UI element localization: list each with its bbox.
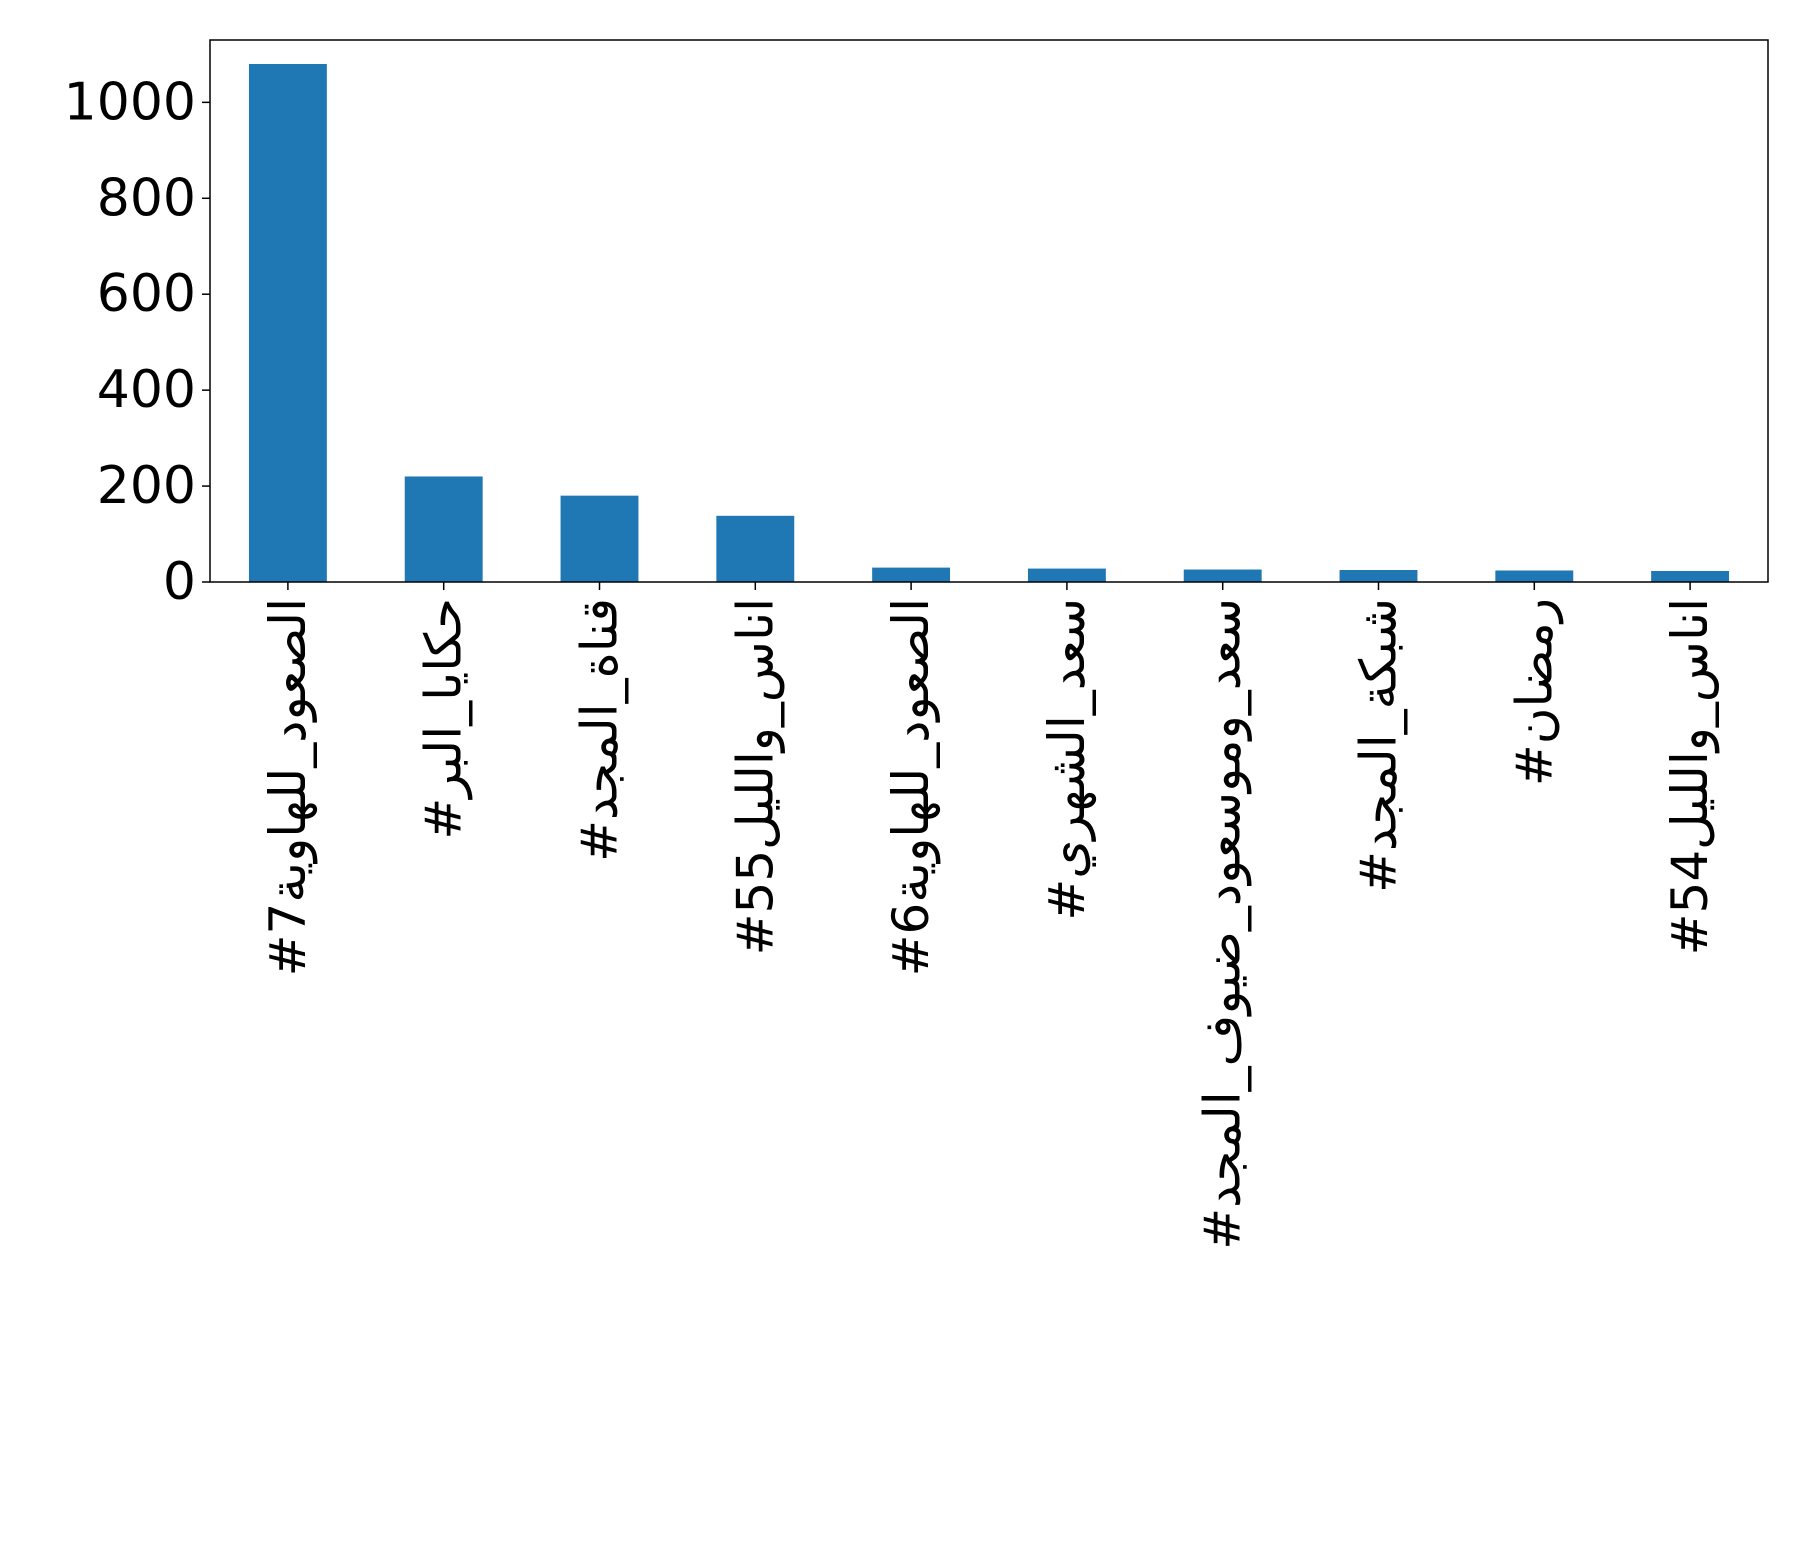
x-tick-label: #سعد_وموسعود_ضيوف_المجد <box>1194 598 1253 1250</box>
bar-6 <box>1183 569 1262 582</box>
y-tick-label: 600 <box>97 264 196 324</box>
y-tick-label: 400 <box>97 360 196 420</box>
x-tick-label: #الصعود_للهاوية6 <box>882 598 941 976</box>
bar-2 <box>560 495 639 582</box>
bar-8 <box>1495 570 1574 582</box>
y-tick-label: 0 <box>163 552 196 612</box>
y-tick-label: 800 <box>97 168 196 228</box>
plot-frame <box>209 39 1769 583</box>
x-tick-label: #شبكة_المجد <box>1350 598 1408 893</box>
bars-group <box>248 63 1730 582</box>
x-tick-label: #رمضان <box>1505 598 1563 786</box>
bar-4 <box>872 567 951 582</box>
y-tick-label: 1000 <box>64 72 196 132</box>
bar-9 <box>1651 570 1730 582</box>
bar-5 <box>1027 568 1106 582</box>
bar-1 <box>404 476 483 582</box>
y-axis: 0 200 400 600 800 1000 <box>64 72 210 612</box>
x-axis: #الصعود_للهاوية7 #حكايا_البر #قناة_المجد #ا… <box>259 582 1720 1250</box>
x-tick-label: #سعد_الشهري <box>1038 598 1097 921</box>
x-tick-label: #قناة_المجد <box>571 598 629 862</box>
x-tick-label: #اناس_والليل54 <box>1661 598 1720 955</box>
x-tick-label: #حكايا_البر <box>415 598 473 840</box>
bar-3 <box>716 515 795 582</box>
x-tick-label: #اناس_والليل55 <box>726 598 785 955</box>
y-tick-label: 200 <box>97 456 196 516</box>
bar-7 <box>1339 570 1418 582</box>
bar-0 <box>248 63 327 582</box>
x-tick-label: #الصعود_للهاوية7 <box>259 598 318 976</box>
